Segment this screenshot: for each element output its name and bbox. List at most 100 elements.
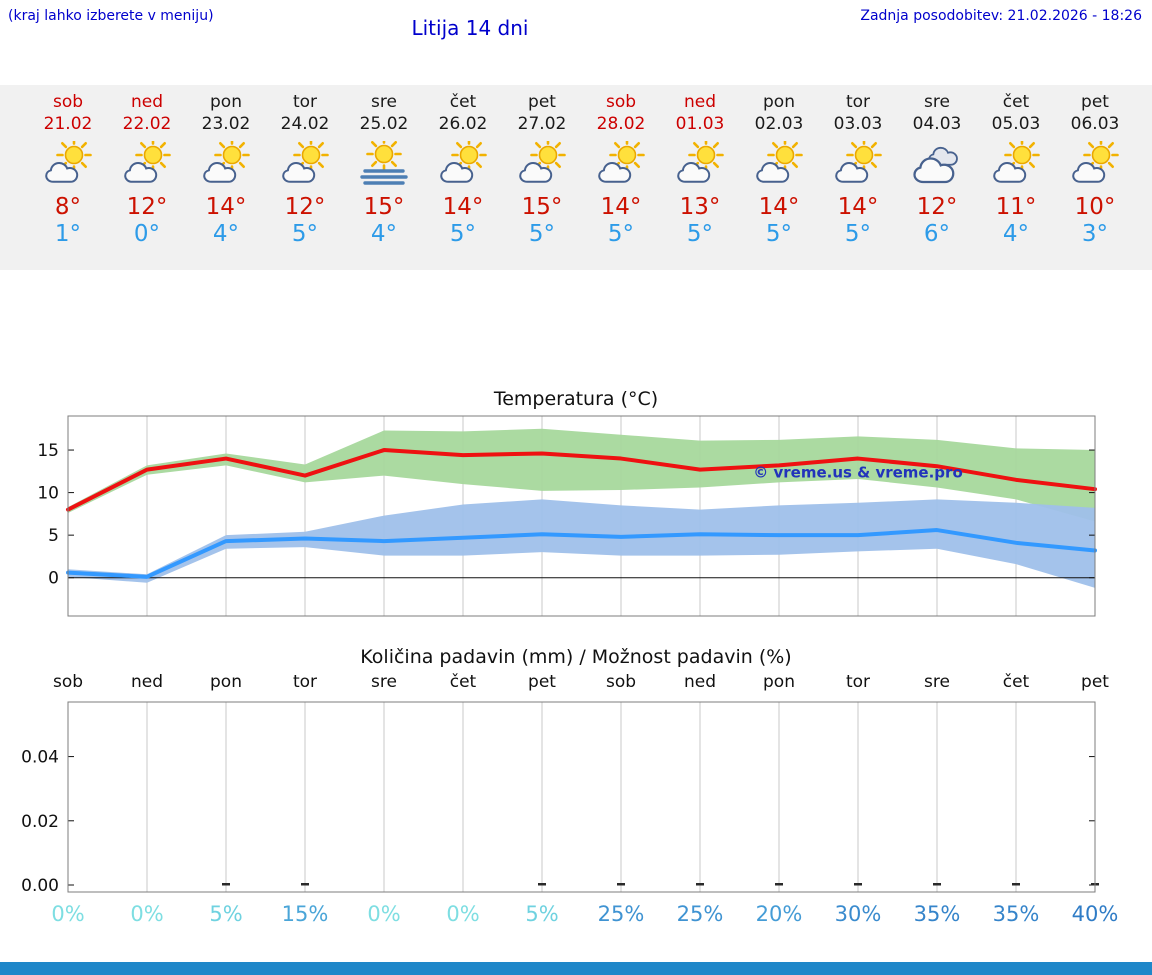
forecast-day-column: pet 27.02 15° 5° xyxy=(503,85,582,247)
footer-bar xyxy=(0,962,1152,975)
precip-day-label: sob xyxy=(605,672,637,692)
precip-day-label: pet xyxy=(1081,672,1109,692)
precip-chart: 0.00 0.02 0.04 xyxy=(21,701,1099,896)
forecast-day-column: čet 05.03 11° 4° xyxy=(977,85,1056,247)
partly-cloudy-icon xyxy=(582,139,661,191)
forecast-day-column: pet 06.03 10° 3° xyxy=(1056,85,1135,247)
svg-text:0.04: 0.04 xyxy=(21,748,59,768)
sun-fog-icon xyxy=(345,139,424,191)
day-name: ned xyxy=(683,92,717,112)
precip-probability: 5% xyxy=(525,902,559,926)
high-temp: 12° xyxy=(916,194,958,220)
high-temp: 12° xyxy=(126,194,168,220)
precip-day-labels: sob ned pon tor sre čet pet sob ned pon tor sre čet p… xyxy=(0,672,1152,696)
forecast-day-column: pon 02.03 14° 5° xyxy=(740,85,819,247)
partly-cloudy-icon xyxy=(819,139,898,191)
watermark: © vreme.us & vreme.pro xyxy=(753,463,963,481)
svg-text:15: 15 xyxy=(37,441,59,461)
day-name: sob xyxy=(52,92,84,112)
day-name: pet xyxy=(528,92,556,112)
day-date: 05.03 xyxy=(991,114,1041,134)
day-date: 24.02 xyxy=(280,114,330,134)
low-temp: 5° xyxy=(291,221,319,247)
svg-text:5: 5 xyxy=(48,526,59,546)
svg-text:0: 0 xyxy=(48,569,59,589)
low-temp: 5° xyxy=(607,221,635,247)
low-temp: 5° xyxy=(686,221,714,247)
precip-bar xyxy=(854,883,862,886)
precip-probability: 35% xyxy=(992,902,1040,926)
forecast-day-column: tor 03.03 14° 5° xyxy=(819,85,898,247)
precip-day-label: pet xyxy=(528,672,556,692)
precip-bar xyxy=(775,883,783,886)
day-date: 03.03 xyxy=(833,114,883,134)
menu-hint: (kraj lahko izberete v meniju) xyxy=(8,8,214,24)
precip-probability: 0% xyxy=(446,902,480,926)
low-temp: 4° xyxy=(212,221,240,247)
cloudy-icon xyxy=(898,139,977,191)
precip-bar xyxy=(538,883,546,886)
high-temp: 14° xyxy=(600,194,642,220)
precip-probability: 0% xyxy=(130,902,164,926)
forecast-day-column: sre 25.02 15° 4° xyxy=(345,85,424,247)
precip-probability: 20% xyxy=(755,902,803,926)
precip-day-label: ned xyxy=(683,672,717,692)
partly-cloudy-icon xyxy=(187,139,266,191)
forecast-day-column: sob 28.02 14° 5° xyxy=(582,85,661,247)
day-name: sob xyxy=(605,92,637,112)
precip-day-label: pon xyxy=(763,672,795,692)
partly-cloudy-icon xyxy=(424,139,503,191)
partly-cloudy-icon xyxy=(29,139,108,191)
day-date: 28.02 xyxy=(596,114,646,134)
day-name: pet xyxy=(1081,92,1109,112)
forecast-day-column: ned 22.02 12° 0° xyxy=(108,85,187,247)
low-temp: 6° xyxy=(923,221,951,247)
precip-day-label: sob xyxy=(52,672,84,692)
day-date: 25.02 xyxy=(359,114,409,134)
high-temp: 14° xyxy=(758,194,800,220)
precip-day-label: čet xyxy=(1002,672,1030,692)
day-name: sre xyxy=(924,92,950,112)
precip-probability: 40% xyxy=(1071,902,1119,926)
day-date: 01.03 xyxy=(675,114,725,134)
day-date: 26.02 xyxy=(438,114,488,134)
day-name: tor xyxy=(845,92,871,112)
precip-bar xyxy=(696,883,704,886)
day-date: 27.02 xyxy=(517,114,567,134)
day-name: ned xyxy=(130,92,164,112)
precip-probability: 0% xyxy=(51,902,85,926)
partly-cloudy-icon xyxy=(661,139,740,191)
precip-probability: 5% xyxy=(209,902,243,926)
forecast-day-column: sob 21.02 8° 1° xyxy=(29,85,108,247)
partly-cloudy-icon xyxy=(266,139,345,191)
partly-cloudy-icon xyxy=(503,139,582,191)
day-name: čet xyxy=(1002,92,1030,112)
day-date: 06.03 xyxy=(1070,114,1120,134)
high-temp: 11° xyxy=(995,194,1037,220)
day-name: pon xyxy=(763,92,795,112)
last-update: Zadnja posodobitev: 21.02.2026 - 18:26 xyxy=(860,8,1142,24)
day-date: 04.03 xyxy=(912,114,962,134)
temperature-chart-title: Temperatura (°C) xyxy=(493,388,659,410)
low-temp: 5° xyxy=(528,221,556,247)
day-name: sre xyxy=(371,92,397,112)
precip-day-label: sre xyxy=(924,672,950,692)
partly-cloudy-icon xyxy=(108,139,187,191)
precip-bar xyxy=(933,883,941,886)
high-temp: 15° xyxy=(521,194,563,220)
low-temp: 4° xyxy=(1002,221,1030,247)
precip-probability: 35% xyxy=(913,902,961,926)
low-temp: 5° xyxy=(449,221,477,247)
high-temp: 8° xyxy=(54,194,82,220)
precip-day-label: tor xyxy=(292,672,318,692)
high-temp: 12° xyxy=(284,194,326,220)
precip-probability-row: 0% 0% 5% 15% 0% 0% 5% 25% 25% 20% 30% 35% 35% 40% xyxy=(0,902,1152,932)
precip-probability: 15% xyxy=(281,902,329,926)
forecast-day-column: sre 04.03 12° 6° xyxy=(898,85,977,247)
precip-day-label: tor xyxy=(845,672,871,692)
high-temp: 14° xyxy=(205,194,247,220)
page-title: Litija 14 dni xyxy=(411,16,529,40)
day-name: tor xyxy=(292,92,318,112)
precip-bar xyxy=(617,883,625,886)
high-temp: 13° xyxy=(679,194,721,220)
